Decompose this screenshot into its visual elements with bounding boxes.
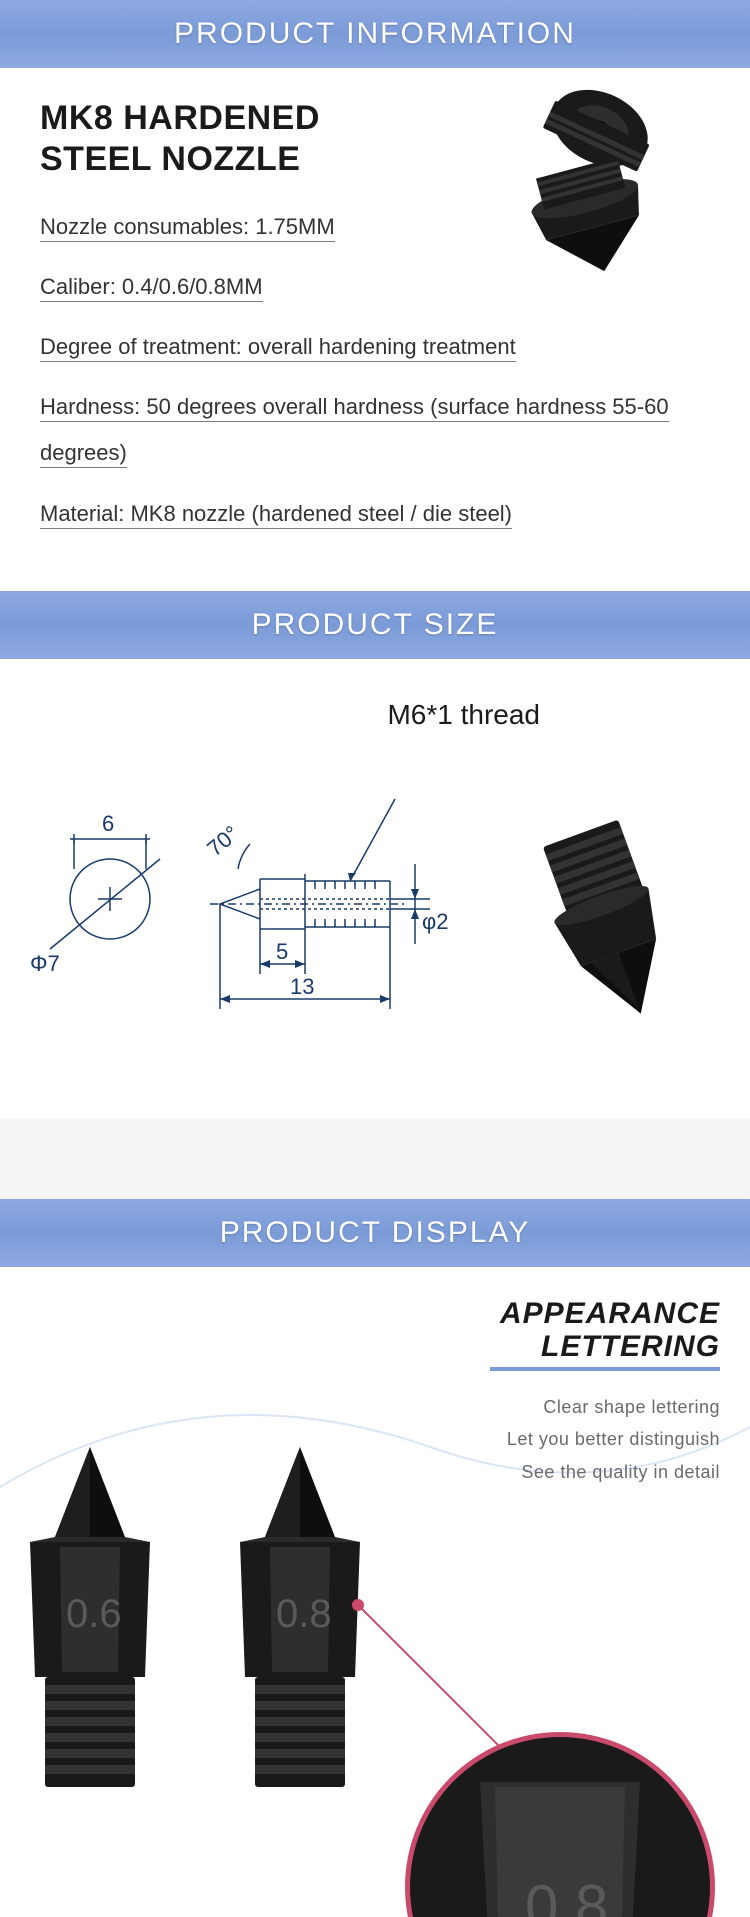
hero-nozzle-image — [460, 88, 720, 288]
dimension-diagram: 6 Φ7 — [30, 749, 470, 1049]
accent-underline — [490, 1367, 720, 1371]
spec-line: Degree of treatment: overall hardening t… — [40, 334, 516, 362]
dim-angle: 70° — [202, 820, 244, 861]
thread-label: M6*1 thread — [387, 699, 540, 731]
section-header-text: PRODUCT INFORMATION — [174, 17, 576, 51]
section-header-text: PRODUCT SIZE — [252, 608, 499, 642]
dim-tip-len: 5 — [276, 939, 288, 964]
zoom-circle: 0.8 — [400, 1727, 720, 1917]
display-block: APPEARANCE LETTERING Clear shape letteri… — [0, 1267, 750, 1917]
section-header-text: PRODUCT DISPLAY — [220, 1216, 531, 1250]
title-line-2: STEEL NOZZLE — [40, 140, 300, 178]
appearance-title: APPEARANCE LETTERING — [30, 1297, 720, 1363]
subtitle-2: LETTERING — [541, 1330, 720, 1363]
size-block: M6*1 thread 6 Φ7 — [0, 659, 750, 1119]
subtitle-1: APPEARANCE — [500, 1297, 720, 1330]
dim-total-len: 13 — [290, 974, 314, 999]
gray-gap — [0, 1119, 750, 1199]
section-header-display: PRODUCT DISPLAY — [0, 1199, 750, 1267]
spec-line: Caliber: 0.4/0.6/0.8MM — [40, 274, 263, 302]
section-header-size: PRODUCT SIZE — [0, 591, 750, 659]
nozzle-label: 0.6 — [66, 1592, 122, 1636]
section-header-info: PRODUCT INFORMATION — [0, 0, 750, 68]
info-block: MK8 HARDENED STEEL NOZZLE Nozzle consuma… — [0, 68, 750, 591]
dim-bore: φ2 — [422, 909, 449, 934]
zoom-label: 0.8 — [525, 1873, 608, 1917]
desc-line: Clear shape lettering — [30, 1391, 720, 1423]
spec-line: Material: MK8 nozzle (hardened steel / d… — [40, 501, 512, 529]
dim-hex-flat: 6 — [102, 811, 114, 836]
size-nozzle-photo — [510, 819, 710, 1039]
nozzle-label: 0.8 — [276, 1592, 332, 1636]
title-line-1: MK8 HARDENED — [40, 99, 320, 137]
spec-line: Hardness: 50 degrees overall hardness (s… — [40, 394, 669, 468]
spec-line: Nozzle consumables: 1.75MM — [40, 214, 335, 242]
dim-hex-diam: Φ7 — [30, 951, 60, 976]
